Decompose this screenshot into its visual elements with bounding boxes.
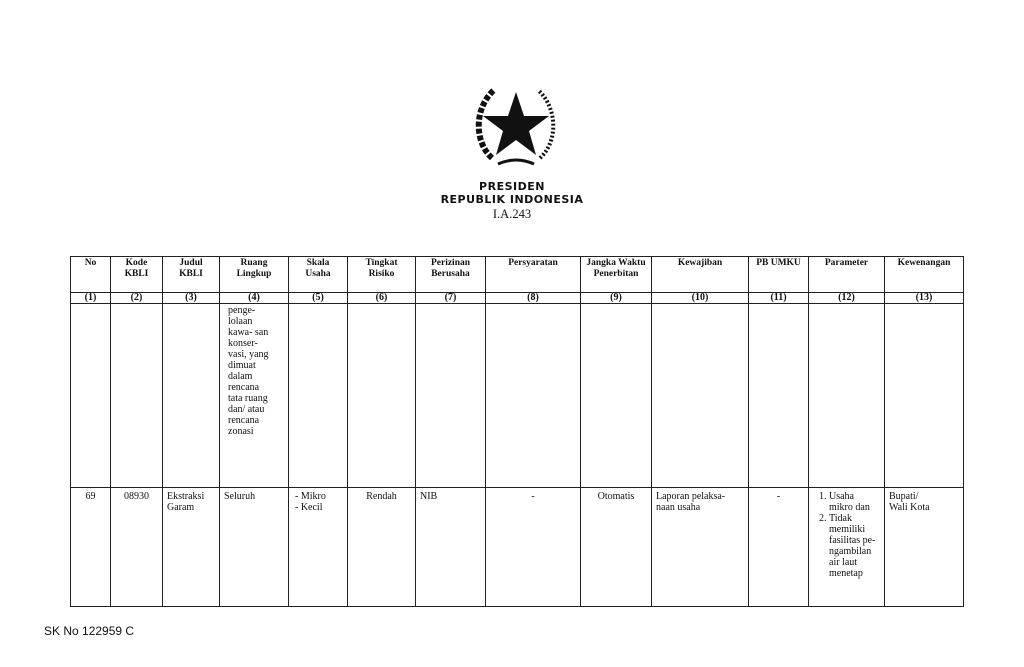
col-header: Parameter bbox=[808, 256, 885, 293]
col-header: Judul KBLI bbox=[162, 256, 220, 293]
col-number: (5) bbox=[288, 292, 348, 304]
skala-item: - Kecil bbox=[295, 502, 323, 513]
cell-risiko: Rendah bbox=[347, 487, 416, 607]
col-header: PB UMKU bbox=[748, 256, 809, 293]
cell-judul: Ekstraksi Garam bbox=[162, 487, 220, 607]
header-presiden: PRESIDEN bbox=[479, 180, 545, 193]
cell-persyaratan: - bbox=[485, 487, 581, 607]
cell-jangka: Otomatis bbox=[580, 487, 652, 607]
col-header: Tingkat Risiko bbox=[347, 256, 416, 293]
col-number: (12) bbox=[808, 292, 885, 304]
col-number: (1) bbox=[70, 292, 111, 304]
col-header: Kewenangan bbox=[884, 256, 964, 293]
col-number: (2) bbox=[110, 292, 163, 304]
col-number: (11) bbox=[748, 292, 809, 304]
col-header: Ruang Lingkup bbox=[219, 256, 289, 293]
header-republik: REPUBLIK INDONESIA bbox=[440, 193, 584, 206]
cell-parameter: Usaha mikro danTidak memiliki fasilitas … bbox=[808, 487, 885, 607]
cell-kewenangan: Bupati/ Wali Kota bbox=[884, 487, 964, 607]
cell-skala: - Mikro - Kecil bbox=[288, 487, 348, 607]
col-number: (9) bbox=[580, 292, 652, 304]
column-number-row: (1) (2) (3) (4) (5) (6) (7) (8) (9) (10)… bbox=[70, 292, 964, 304]
col-header: Kewajiban bbox=[651, 256, 749, 293]
garuda-star-emblem bbox=[475, 87, 556, 166]
header-row: No Kode KBLI Judul KBLI Ruang Lingkup Sk… bbox=[70, 256, 964, 293]
col-header: Persyaratan bbox=[485, 256, 581, 293]
ruang-lingkup-continued: penge- lolaan kawa- san konser- vasi, ya… bbox=[219, 303, 289, 488]
page-code: I.A.243 bbox=[492, 207, 532, 221]
continuation-row: penge- lolaan kawa- san konser- vasi, ya… bbox=[70, 303, 964, 488]
table-row: 69 08930 Ekstraksi Garam Seluruh - Mikro… bbox=[70, 487, 964, 607]
col-number: (4) bbox=[219, 292, 289, 304]
cell-pb-umku: - bbox=[748, 487, 809, 607]
col-header: Perizinan Berusaha bbox=[415, 256, 486, 293]
cell-ruang: Seluruh bbox=[219, 487, 289, 607]
parameter-item: Tidak memiliki fasilitas pe- ngambilan a… bbox=[829, 513, 880, 579]
col-number: (7) bbox=[415, 292, 486, 304]
cell-kewajiban: Laporan pelaksa- naan usaha bbox=[651, 487, 749, 607]
cell-perizinan: NIB bbox=[415, 487, 486, 607]
col-number: (13) bbox=[884, 292, 964, 304]
cell-no: 69 bbox=[70, 487, 111, 607]
col-number: (3) bbox=[162, 292, 220, 304]
skala-item: - Mikro bbox=[295, 491, 326, 502]
cell-kode: 08930 bbox=[110, 487, 163, 607]
col-header: Jangka Waktu Penerbitan bbox=[580, 256, 652, 293]
kbli-table: No Kode KBLI Judul KBLI Ruang Lingkup Sk… bbox=[70, 256, 964, 607]
sk-number: SK No 122959 C bbox=[44, 624, 135, 638]
col-number: (10) bbox=[651, 292, 749, 304]
col-header: Skala Usaha bbox=[288, 256, 348, 293]
parameter-item: Usaha mikro dan bbox=[829, 491, 880, 513]
col-number: (8) bbox=[485, 292, 581, 304]
col-header: No bbox=[70, 256, 111, 293]
col-header: Kode KBLI bbox=[110, 256, 163, 293]
col-number: (6) bbox=[347, 292, 416, 304]
